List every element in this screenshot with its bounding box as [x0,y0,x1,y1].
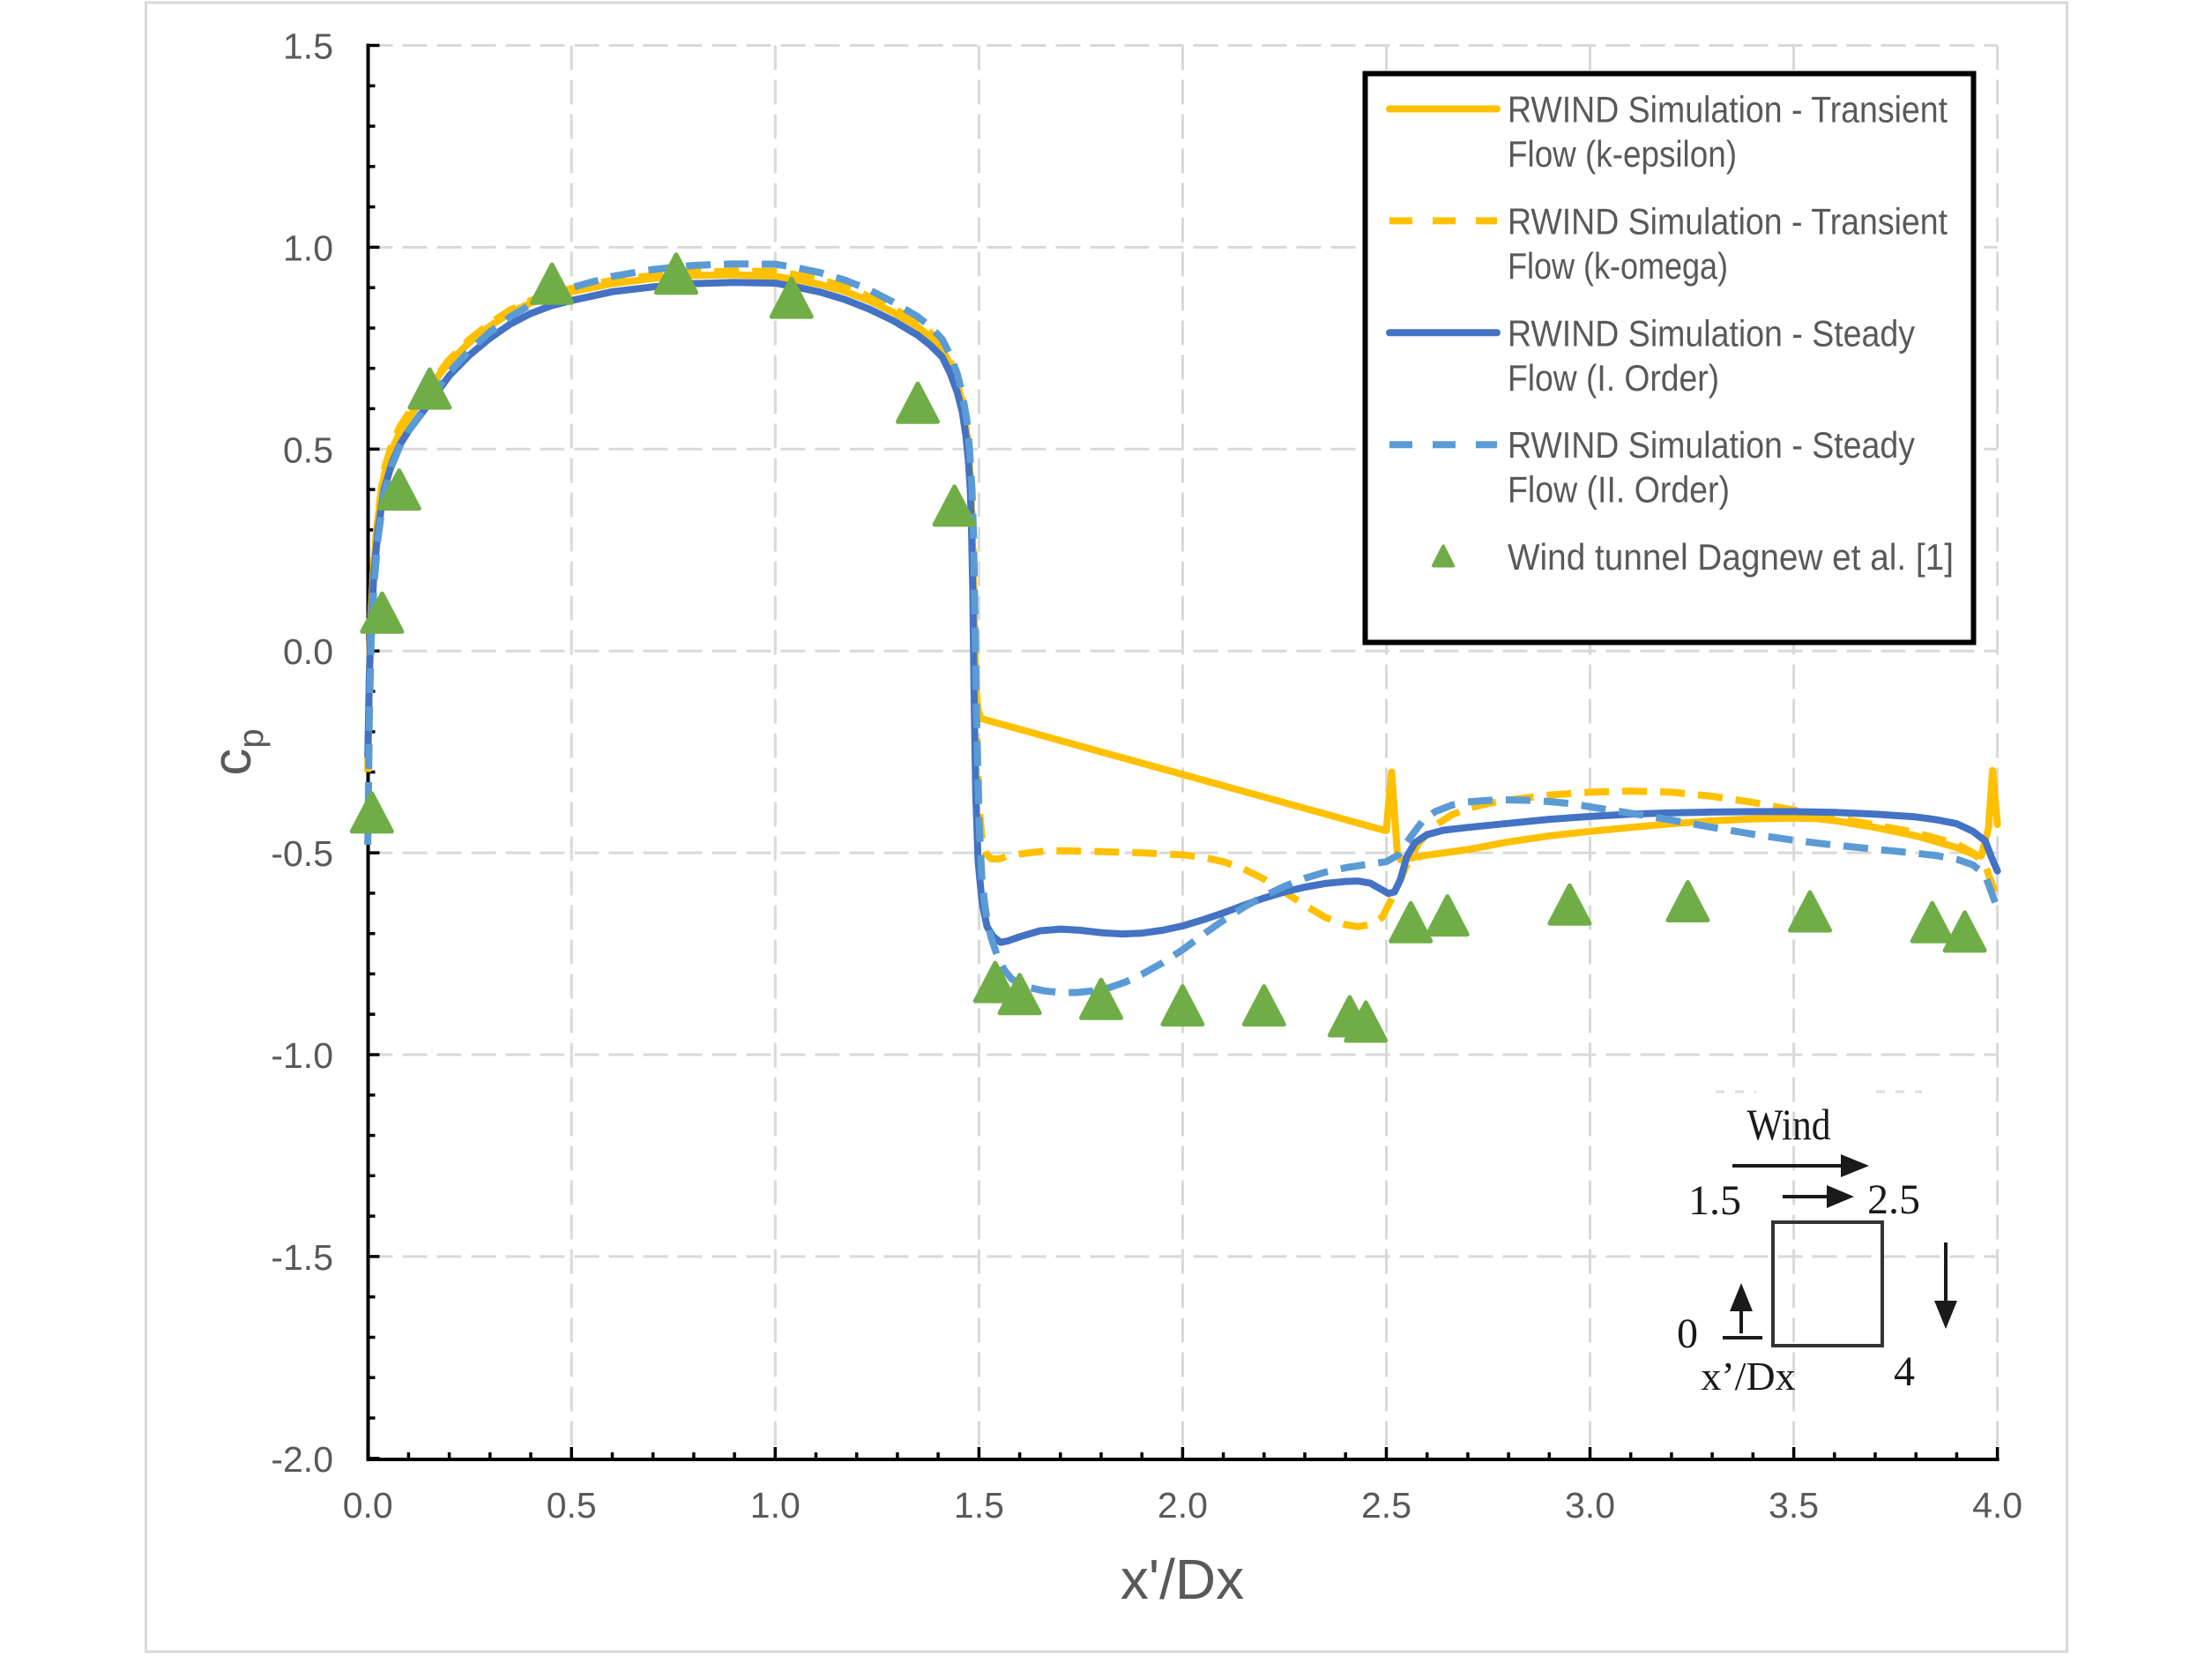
svg-text:0.0: 0.0 [343,1485,393,1526]
svg-text:RWIND Simulation - Transient: RWIND Simulation - Transient [1508,89,1948,131]
svg-text:3.0: 3.0 [1565,1485,1615,1526]
svg-text:2.5: 2.5 [1361,1485,1411,1526]
svg-text:1.5: 1.5 [283,26,333,67]
svg-text:x'/Dx: x'/Dx [1121,1548,1244,1611]
svg-text:Flow (II. Order): Flow (II. Order) [1508,469,1730,511]
svg-text:2.5: 2.5 [1867,1176,1920,1223]
svg-text:Flow (k-omega): Flow (k-omega) [1508,245,1728,287]
svg-text:Wind tunnel Dagnew et al. [1]: Wind tunnel Dagnew et al. [1] [1508,536,1954,578]
svg-text:2.0: 2.0 [1158,1485,1208,1526]
svg-text:-1.0: -1.0 [271,1035,333,1076]
svg-text:0.0: 0.0 [283,631,333,672]
svg-text:4.0: 4.0 [1972,1485,2022,1526]
svg-text:0.5: 0.5 [547,1485,597,1526]
svg-text:-0.5: -0.5 [271,833,333,874]
svg-text:-2.0: -2.0 [271,1439,333,1480]
svg-text:Wind: Wind [1747,1100,1831,1149]
svg-text:RWIND Simulation - Steady: RWIND Simulation - Steady [1508,424,1915,466]
svg-text:1.5: 1.5 [1688,1177,1741,1224]
svg-text:-1.5: -1.5 [271,1237,333,1278]
svg-text:1.5: 1.5 [954,1485,1004,1526]
svg-text:1.0: 1.0 [283,228,333,268]
svg-text:3.5: 3.5 [1769,1485,1819,1526]
svg-text:RWIND Simulation - Steady: RWIND Simulation - Steady [1508,312,1915,354]
svg-text:x’/Dx: x’/Dx [1701,1354,1795,1399]
svg-text:Flow (k-epsilon): Flow (k-epsilon) [1508,133,1737,175]
svg-text:1.0: 1.0 [750,1485,801,1526]
svg-text:Flow (I. Order): Flow (I. Order) [1508,357,1719,399]
svg-text:0.5: 0.5 [283,429,333,470]
svg-text:0: 0 [1677,1310,1698,1357]
svg-text:RWIND Simulation - Transient: RWIND Simulation - Transient [1508,200,1948,242]
svg-text:4: 4 [1894,1348,1915,1395]
